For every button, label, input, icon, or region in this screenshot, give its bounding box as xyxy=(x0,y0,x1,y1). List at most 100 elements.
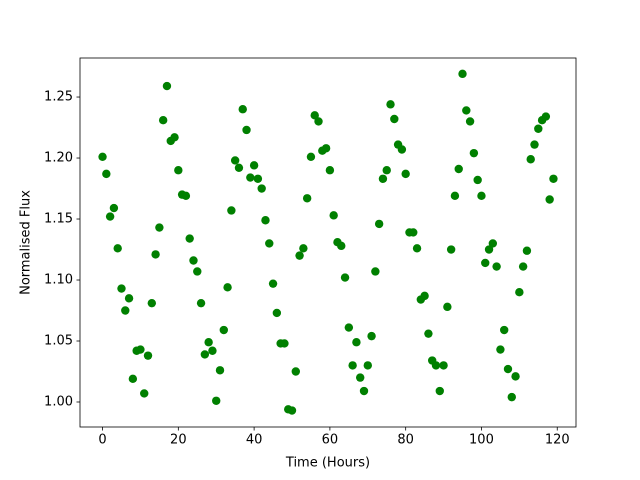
point xyxy=(443,302,452,312)
y-tick-label: 1.25 xyxy=(44,90,73,105)
point xyxy=(431,361,441,370)
point xyxy=(170,133,179,142)
point xyxy=(246,173,255,182)
point xyxy=(109,203,119,213)
point xyxy=(462,106,471,115)
point xyxy=(424,329,433,338)
point xyxy=(249,161,259,170)
point xyxy=(98,152,107,162)
point xyxy=(121,306,130,315)
point xyxy=(363,361,372,370)
point xyxy=(208,346,217,355)
y-tick-label: 1.20 xyxy=(44,151,73,166)
point xyxy=(128,374,138,384)
point xyxy=(223,283,232,292)
point xyxy=(257,184,266,193)
x-tick-label: 100 xyxy=(469,433,494,448)
point xyxy=(196,298,206,308)
point xyxy=(469,148,479,158)
point xyxy=(302,194,312,203)
x-tick-label: 0 xyxy=(98,433,106,448)
point xyxy=(503,364,513,374)
point xyxy=(522,246,532,255)
point xyxy=(337,241,346,251)
point xyxy=(356,373,365,382)
point xyxy=(113,244,122,253)
x-tick-label: 80 xyxy=(397,433,414,448)
point xyxy=(227,206,236,215)
point xyxy=(515,288,524,297)
point xyxy=(526,155,535,164)
point xyxy=(147,298,157,308)
point xyxy=(518,262,528,271)
point xyxy=(193,267,202,276)
x-tick-label: 120 xyxy=(545,433,570,448)
point xyxy=(340,273,350,282)
point xyxy=(143,351,153,360)
point xyxy=(473,175,482,185)
x-tick-label: 40 xyxy=(246,433,263,448)
point xyxy=(386,100,395,109)
point xyxy=(499,325,509,335)
point xyxy=(234,163,244,172)
y-tick-label: 1.15 xyxy=(44,212,73,227)
point xyxy=(261,216,270,225)
point xyxy=(549,174,558,183)
point xyxy=(306,152,316,162)
point xyxy=(212,396,221,405)
point xyxy=(268,279,278,288)
point xyxy=(158,116,168,125)
point xyxy=(348,361,357,370)
point xyxy=(477,191,486,201)
point xyxy=(321,144,331,153)
point xyxy=(325,166,335,175)
point xyxy=(295,251,304,260)
point xyxy=(238,105,247,114)
point xyxy=(272,308,282,318)
point xyxy=(545,195,554,204)
point xyxy=(102,169,111,179)
point xyxy=(541,112,551,121)
point xyxy=(378,174,388,183)
point xyxy=(435,386,444,396)
point xyxy=(409,228,418,237)
plot-area xyxy=(80,58,576,427)
point xyxy=(374,219,384,229)
y-tick-label: 1.10 xyxy=(44,273,73,288)
x-axis-label: Time (Hours) xyxy=(285,456,370,471)
point xyxy=(124,294,134,303)
point xyxy=(496,345,505,354)
point xyxy=(439,361,448,370)
point xyxy=(162,81,172,91)
point xyxy=(136,345,145,354)
point xyxy=(204,338,213,347)
point xyxy=(310,111,319,120)
point xyxy=(371,267,380,276)
x-tick-label: 60 xyxy=(322,433,339,448)
point xyxy=(299,244,308,253)
point xyxy=(140,389,149,398)
point xyxy=(534,124,543,133)
point xyxy=(219,325,228,335)
point xyxy=(367,331,376,341)
point xyxy=(458,69,467,79)
point xyxy=(530,140,539,149)
point xyxy=(230,156,240,165)
point xyxy=(105,212,115,221)
point xyxy=(484,245,494,254)
point xyxy=(481,258,490,268)
point xyxy=(412,244,422,253)
point xyxy=(454,164,463,174)
point xyxy=(200,350,210,359)
point xyxy=(242,125,251,135)
point xyxy=(291,367,300,376)
point xyxy=(382,166,391,175)
point xyxy=(511,372,520,381)
point xyxy=(117,284,126,293)
point xyxy=(185,234,194,243)
y-axis-label: Normalised Flux xyxy=(19,190,34,295)
y-tick-label: 1.00 xyxy=(44,394,73,409)
point xyxy=(420,291,429,301)
point xyxy=(329,211,338,220)
